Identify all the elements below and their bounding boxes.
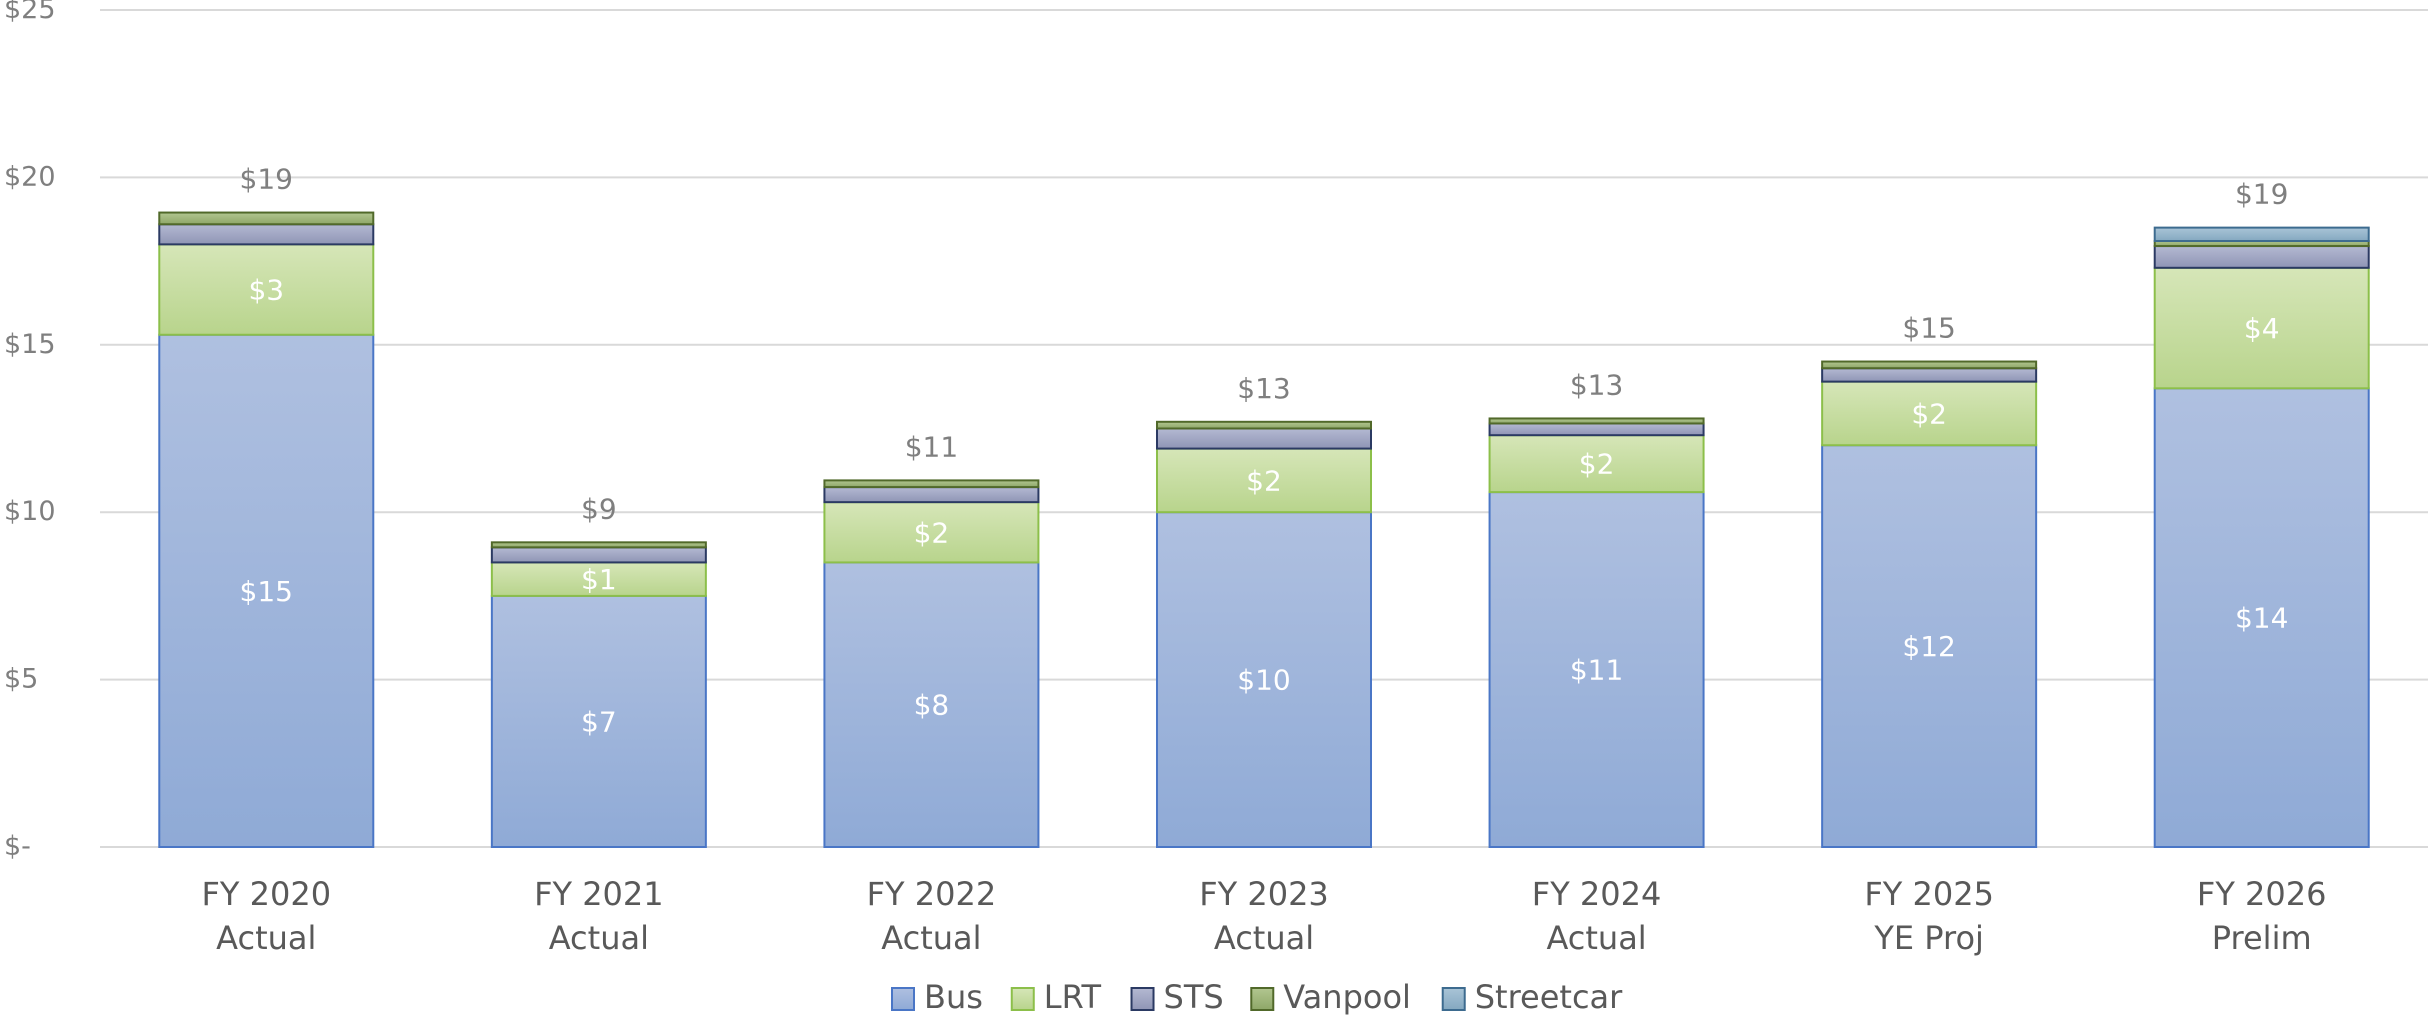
bar-segment-sts: [158, 223, 375, 246]
bar-segment-vanpool: [1156, 420, 1372, 430]
bar-segment-sts: [823, 486, 1040, 504]
bar-segment-vanpool: [490, 541, 707, 549]
bar-segment-sts: [1156, 427, 1372, 450]
total-value-label: $19: [240, 163, 293, 196]
bar-segment-vanpool: [1821, 360, 2038, 370]
segment-value-label: $2: [1579, 448, 1615, 481]
bar-segment-bus: [2153, 387, 2370, 848]
bar-segment-bus: [158, 333, 375, 849]
legend: Bus LRT STS Vanpool Streetcar: [891, 978, 1623, 1016]
y-tick-label: $20: [4, 161, 56, 192]
y-axis-tick-labels: $- $5 $10 $15 $20 $25: [4, 0, 56, 862]
total-value-label: $9: [581, 492, 617, 525]
legend-swatch: [1130, 987, 1155, 1011]
bar-segment-lrt: [2153, 266, 2370, 390]
bar-stack: [1156, 420, 1372, 848]
segment-value-label: $2: [1911, 397, 1947, 430]
total-value-label: $15: [1902, 312, 1955, 345]
segment-value-label: $1: [581, 563, 617, 596]
bar-segment-sts: [490, 546, 707, 564]
legend-label: LRT: [1044, 978, 1102, 1016]
bar-segment-vanpool: [823, 479, 1040, 489]
legend-item-bus: Bus: [891, 978, 983, 1016]
y-tick-label: $-: [4, 831, 31, 862]
segment-value-label: $3: [248, 274, 284, 307]
bar-segment-bus: [490, 594, 707, 849]
total-value-label: $11: [905, 430, 958, 463]
y-tick-label: $25: [4, 0, 56, 25]
legend-label: Streetcar: [1475, 978, 1623, 1016]
total-value-label: $13: [1570, 368, 1623, 401]
bar-segment-lrt: [1488, 434, 1705, 494]
total-value-label: $13: [1237, 372, 1290, 405]
x-category-label: FY 2024 Actual: [1532, 875, 1662, 957]
y-tick-label: $5: [4, 664, 38, 695]
bar-stack: [1488, 417, 1705, 848]
bar-segment-bus: [1821, 444, 2038, 848]
segment-value-label: $15: [240, 575, 293, 608]
legend-label: STS: [1164, 978, 1224, 1016]
bar-stack: [1821, 360, 2038, 848]
bar-segment-bus: [1488, 491, 1705, 848]
y-tick-label: $10: [4, 496, 56, 527]
legend-item-sts: STS: [1130, 978, 1224, 1016]
legend-swatch: [1250, 987, 1275, 1011]
bar-segment-lrt: [1821, 380, 2038, 447]
bar-segment-bus: [823, 561, 1040, 848]
bars: [158, 211, 2370, 849]
legend-item-vanpool: Vanpool: [1250, 978, 1411, 1016]
bar-segment-bus: [1156, 511, 1372, 848]
x-category-label: FY 2025 YE Proj: [1864, 875, 1994, 957]
segment-value-label: $8: [914, 689, 950, 722]
x-category-label: FY 2022 Actual: [867, 875, 997, 957]
legend-label: Bus: [924, 978, 983, 1016]
bar-segment-vanpool: [158, 211, 375, 226]
x-category-label: FY 2020 Actual: [202, 875, 332, 957]
legend-item-lrt: LRT: [1010, 978, 1102, 1016]
segment-value-label: $11: [1570, 654, 1623, 687]
segment-value-label: $14: [2235, 602, 2288, 635]
x-category-label: FY 2021 Actual: [534, 875, 664, 957]
bar-segment-streetcar: [2153, 226, 2370, 243]
bar-segment-sts: [1821, 367, 2038, 383]
segment-value-label: $7: [581, 705, 617, 738]
x-axis-category-labels: FY 2020 Actual FY 2021 Actual FY 2022 Actual F…: [202, 875, 2327, 957]
bar-segment-sts: [2153, 245, 2370, 269]
total-value-label: $19: [2235, 178, 2288, 211]
legend-swatch: [891, 987, 915, 1011]
bar-segment-sts: [1488, 422, 1705, 437]
legend-swatch: [1441, 987, 1466, 1011]
bar-stack: [490, 541, 707, 849]
segment-value-label: $2: [1246, 464, 1282, 497]
legend-swatch: [1010, 987, 1035, 1011]
bar-stack: [2153, 226, 2370, 848]
segment-value-label: $4: [2244, 312, 2280, 345]
segment-value-label: $12: [1902, 630, 1955, 663]
y-tick-label: $15: [4, 329, 56, 360]
segment-value-label: $10: [1237, 664, 1290, 697]
x-category-label: FY 2023 Actual: [1199, 875, 1329, 957]
bar-stack: [823, 479, 1040, 848]
bar-segment-lrt: [823, 501, 1040, 564]
x-category-label: FY 2026 Prelim: [2197, 875, 2327, 957]
segment-value-label: $2: [914, 516, 950, 549]
data-labels: $15 $3 $19 $7 $1 $9 $8 $2 $11 $10 $2 $13 $11 $2 $13 $12…: [240, 163, 2289, 739]
legend-item-streetcar: Streetcar: [1441, 978, 1623, 1016]
bar-segment-vanpool: [1488, 417, 1705, 425]
bar-segment-lrt: [158, 243, 375, 336]
bar-stack: [158, 211, 375, 849]
legend-label: Vanpool: [1283, 978, 1411, 1016]
